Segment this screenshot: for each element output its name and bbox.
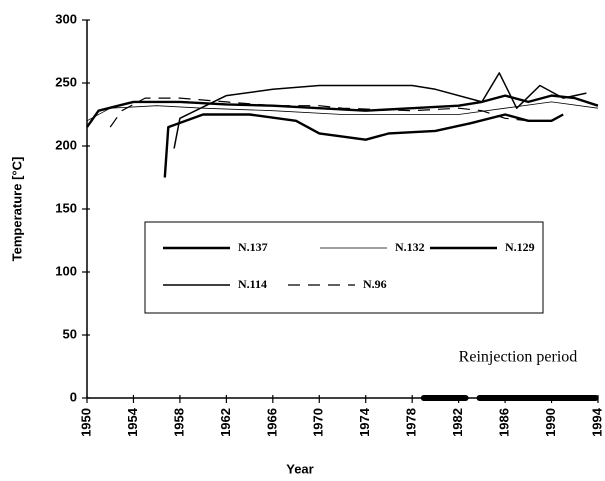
- annotation: Reinjection period: [459, 349, 578, 366]
- legend-label: N.132: [395, 240, 425, 254]
- series-line: [163, 113, 564, 178]
- x-tick-label: 1990: [543, 408, 558, 437]
- y-tick-label: 0: [70, 389, 77, 404]
- y-tick-label: 200: [55, 137, 77, 152]
- x-tick-label: 1978: [404, 408, 419, 437]
- y-tick-label: 250: [55, 74, 77, 89]
- legend-label: N.137: [238, 240, 268, 254]
- legend-label: N.129: [505, 240, 535, 254]
- y-tick-label: 100: [55, 263, 77, 278]
- legend-label: N.96: [363, 277, 387, 291]
- y-tick-label: 150: [55, 200, 77, 215]
- y-axis-label: Temperature [°C]: [9, 157, 24, 262]
- series-line: [86, 94, 599, 128]
- y-tick-label: 50: [63, 326, 77, 341]
- y-tick-label: 300: [55, 11, 77, 26]
- legend-label: N.114: [238, 277, 267, 291]
- x-tick-label: 1970: [311, 408, 326, 437]
- x-tick-label: 1966: [264, 408, 279, 437]
- x-tick-label: 1986: [497, 408, 512, 437]
- x-tick-label: 1954: [125, 407, 140, 437]
- series-line: [109, 97, 529, 128]
- x-tick-label: 1974: [357, 407, 372, 437]
- x-tick-label: 1994: [589, 407, 604, 437]
- x-axis-label: Year: [286, 461, 313, 476]
- x-tick-label: 1962: [218, 408, 233, 437]
- series-line: [86, 101, 599, 122]
- x-tick-label: 1950: [78, 408, 93, 437]
- x-tick-label: 1982: [450, 408, 465, 437]
- legend-box: [144, 221, 544, 314]
- x-tick-label: 1958: [171, 408, 186, 437]
- series-line: [173, 72, 587, 149]
